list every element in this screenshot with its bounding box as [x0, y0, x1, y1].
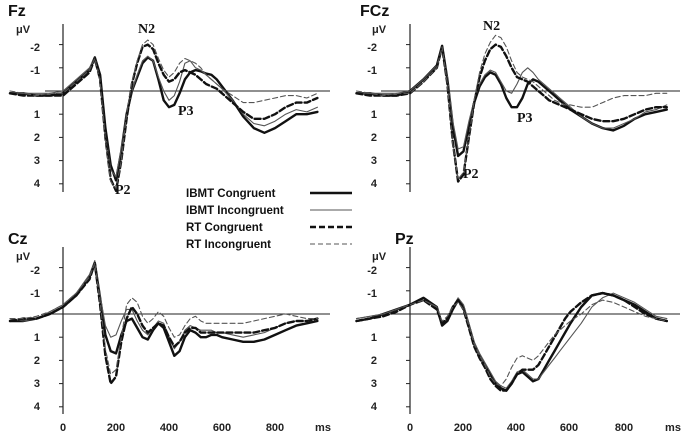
y-tick-label: 1	[34, 109, 40, 121]
panel-pz: Pz μV -2 -1 1 2 3 4 0 200 400 600 800 ms	[355, 231, 681, 434]
peak-label-p3: P3	[517, 111, 533, 126]
y-tick-label: 2	[371, 132, 377, 144]
legend: IBMT Congruent IBMT Incongruent RT Congr…	[186, 188, 352, 251]
y-tick-labels: -2 -1 1 2 3 4	[30, 42, 41, 190]
y-unit-label: μV	[372, 251, 387, 263]
panel-title: Pz	[395, 231, 414, 248]
series-line-solid-thick	[355, 44, 668, 158]
y-tick-label: -2	[367, 42, 377, 54]
y-tick-label: -1	[30, 65, 40, 77]
y-tick-label: 2	[34, 132, 40, 144]
x-tick-labels: 0 200 400 600 800 ms	[60, 422, 331, 434]
y-tick-labels: -2 -1 1 2 3 4	[367, 42, 378, 190]
y-tick-label: 3	[371, 155, 377, 167]
y-tick-label: 4	[371, 178, 378, 190]
peak-label-n2: N2	[483, 19, 500, 34]
y-tick-label: 3	[34, 155, 40, 167]
y-tick-label: -2	[367, 265, 377, 277]
y-tick-labels: -2 -1 1 2 3 4	[30, 265, 41, 413]
series-line-dashed-thin	[9, 262, 318, 375]
y-tick-label: 1	[371, 109, 377, 121]
y-unit-label: μV	[16, 251, 31, 263]
x-tick-label: 600	[213, 422, 231, 434]
x-tick-labels: 0 200 400 600 800 ms	[407, 422, 681, 434]
panel-title: Fz	[8, 3, 26, 20]
peak-label-p2: P2	[463, 167, 479, 182]
y-unit-label: μV	[372, 24, 387, 36]
x-unit-label: ms	[665, 422, 681, 434]
y-tick-label: 4	[371, 401, 378, 413]
y-tick-label: 1	[371, 332, 377, 344]
x-tick-label: 0	[407, 422, 413, 434]
y-tick-label: 1	[34, 332, 40, 344]
legend-label: IBMT Incongruent	[186, 205, 284, 217]
series-line-dashed-thin	[355, 34, 668, 180]
x-tick-label: 400	[507, 422, 525, 434]
y-tick-label: -2	[30, 265, 40, 277]
series-line-dashed-thick	[355, 43, 668, 183]
y-tick-label: 3	[34, 378, 40, 390]
panel-title: Cz	[8, 231, 28, 248]
y-tick-label: -1	[367, 288, 377, 300]
panel-fcz: FCz μV -2 -1 1 2 3 4 N2 P3 P2	[355, 3, 680, 192]
x-tick-label: 0	[60, 422, 66, 434]
series-line-dashed-thick	[8, 261, 319, 385]
y-tick-label: 4	[34, 401, 41, 413]
y-tick-label: 2	[34, 355, 40, 367]
x-tick-label: 400	[160, 422, 178, 434]
series-line-solid-thin	[355, 46, 668, 150]
panel-title: FCz	[360, 3, 389, 20]
peak-label-p3: P3	[178, 104, 194, 119]
y-tick-label: 4	[34, 178, 41, 190]
series-line-dashed-thick	[355, 291, 668, 392]
panel-cz: Cz μV -2 -1 1 2 3 4 0 200 400 600 800 ms	[8, 231, 331, 434]
legend-label: IBMT Congruent	[186, 188, 276, 200]
y-unit-label: μV	[16, 24, 31, 36]
series-line-dashed-thin	[355, 299, 668, 387]
panel-fz: Fz μV -2 -1 1 2 3 4 N2 P3 P2	[8, 3, 330, 198]
peak-label-n2: N2	[138, 22, 155, 37]
y-tick-label: -1	[30, 288, 40, 300]
x-unit-label: ms	[315, 422, 331, 434]
peak-label-p2: P2	[115, 183, 131, 198]
legend-label: RT Incongruent	[186, 239, 271, 251]
y-tick-label: 2	[371, 355, 377, 367]
x-tick-label: 800	[266, 422, 284, 434]
x-tick-label: 200	[454, 422, 472, 434]
series-line-dashed-thick	[8, 43, 319, 192]
series-line-dashed-thin	[9, 39, 318, 189]
x-tick-label: 200	[107, 422, 125, 434]
legend-label: RT Congruent	[186, 222, 263, 234]
y-tick-label: 3	[371, 378, 377, 390]
y-tick-label: -2	[30, 42, 40, 54]
y-tick-labels: -2 -1 1 2 3 4	[367, 265, 378, 413]
y-tick-label: -1	[367, 65, 377, 77]
x-tick-label: 800	[615, 422, 633, 434]
x-tick-label: 600	[560, 422, 578, 434]
